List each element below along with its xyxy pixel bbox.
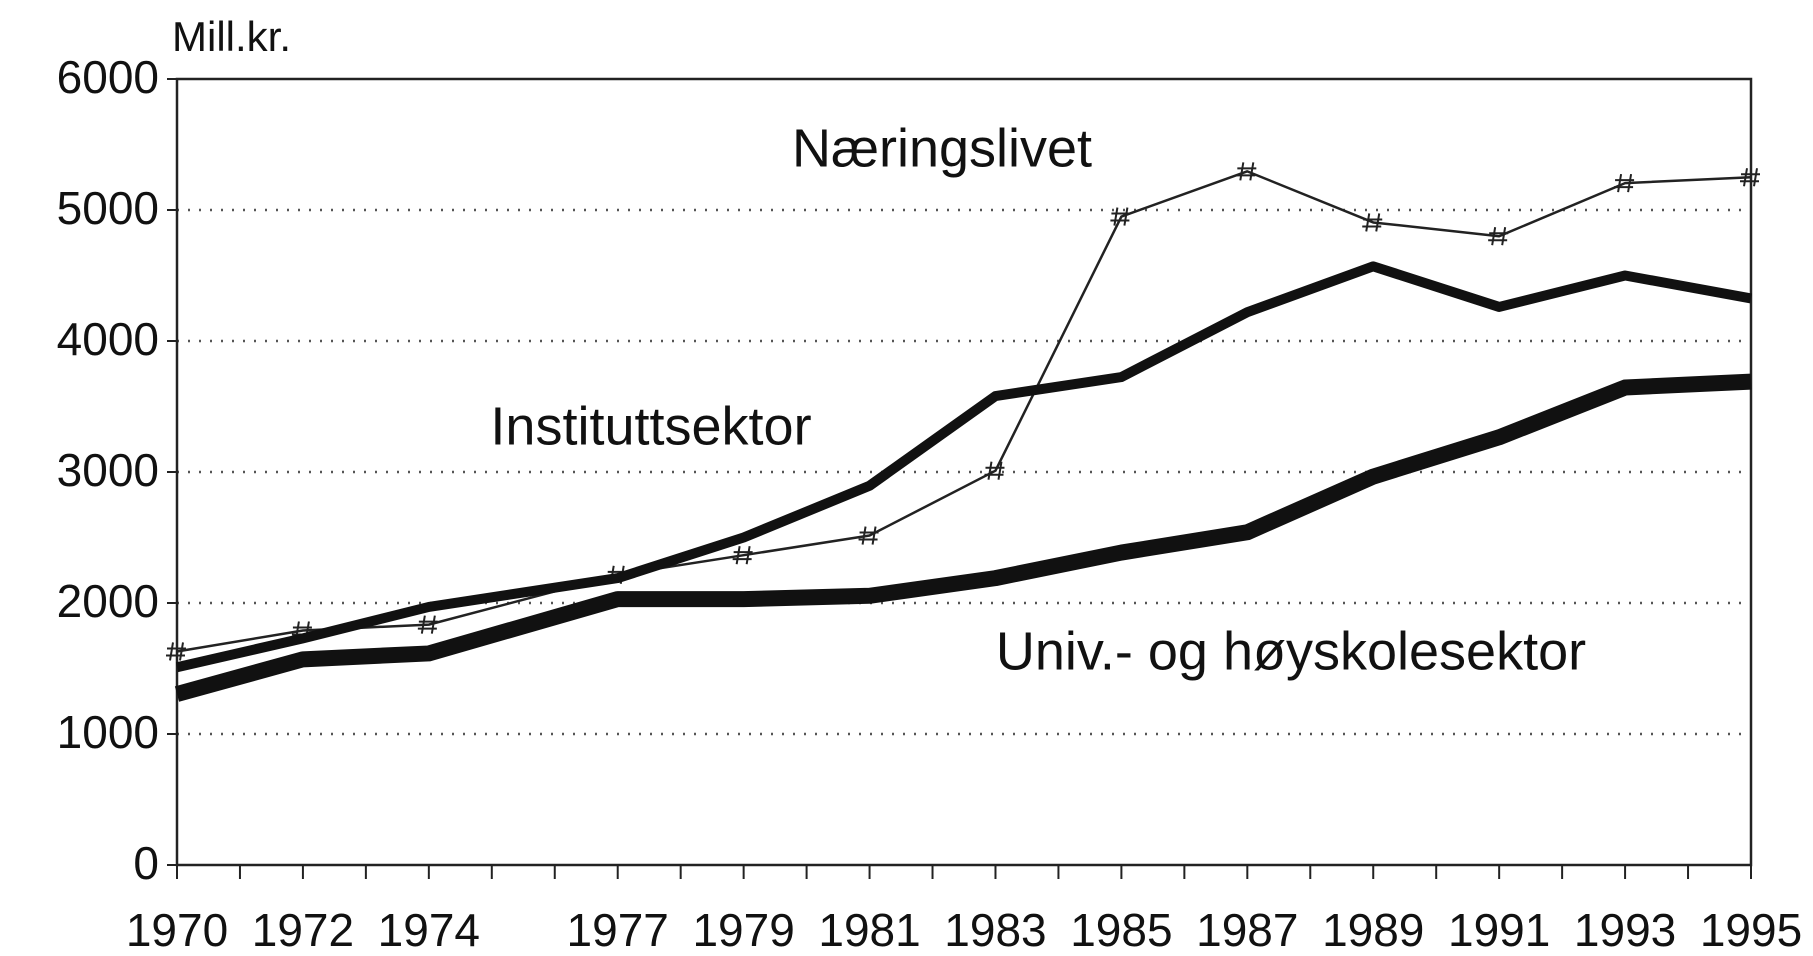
series-line: [174, 373, 1752, 702]
y-tick-label: 3000: [57, 444, 159, 496]
x-tick-label: 1974: [378, 904, 480, 956]
point-marker: [1740, 168, 1760, 187]
series-label: Instituttsektor: [490, 396, 811, 456]
point-marker: [166, 642, 186, 661]
point-marker: [1110, 207, 1131, 226]
y-tick-label: 5000: [57, 182, 159, 234]
point-marker: [1362, 213, 1383, 232]
x-tick-label: 1987: [1196, 904, 1298, 956]
point-marker: [1488, 227, 1509, 246]
plot-frame: [175, 77, 1753, 867]
x-tick-label: 1995: [1700, 904, 1802, 956]
series-label: Næringslivet: [792, 118, 1092, 178]
y-axis-label: Mill.kr.: [172, 13, 291, 60]
x-tick-label: 1972: [252, 904, 354, 956]
series-line: [176, 170, 1752, 653]
x-tick-label: 1977: [567, 904, 669, 956]
point-marker: [732, 546, 753, 565]
x-tick-label: 1970: [126, 904, 228, 956]
point-marker: [417, 615, 438, 634]
point-marker: [1236, 162, 1257, 181]
series-label: Univ.- og høyskolesektor: [996, 621, 1586, 681]
point-marker: [984, 461, 1005, 480]
x-tick-label: 1993: [1574, 904, 1676, 956]
y-tick-label: 6000: [57, 51, 159, 103]
series-line: [175, 261, 1752, 673]
x-tick-label: 1983: [944, 904, 1046, 956]
y-tick-label: 4000: [57, 313, 159, 365]
x-tick-label: 1981: [818, 904, 920, 956]
x-tick-label: 1989: [1322, 904, 1424, 956]
x-tick-label: 1991: [1448, 904, 1550, 956]
y-tick-label: 1000: [57, 706, 159, 758]
x-tick-label: 1979: [692, 904, 794, 956]
point-marker: [1614, 173, 1635, 193]
x-tick-label: 1985: [1070, 904, 1172, 956]
point-marker: [291, 621, 312, 640]
y-tick-label: 2000: [57, 575, 159, 627]
point-marker: [858, 526, 879, 545]
y-tick-label: 0: [133, 837, 159, 889]
